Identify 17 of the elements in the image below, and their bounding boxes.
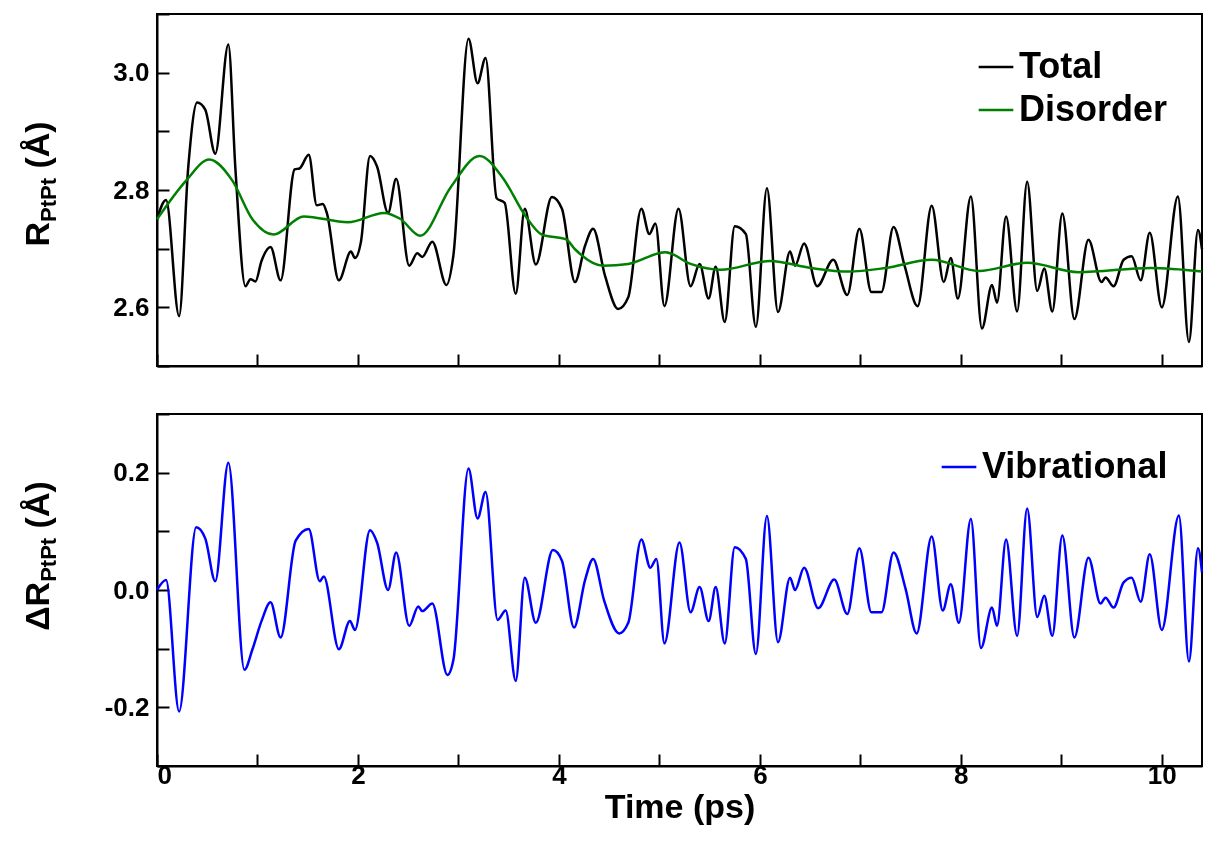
legend-label: Vibrational: [982, 445, 1168, 486]
x-tick-label: 6: [753, 759, 768, 790]
legend-label: Disorder: [1019, 88, 1168, 129]
y-tick-label: 0.0: [113, 574, 150, 605]
y-tick-label: 2.8: [113, 174, 150, 205]
y-tick-label: -0.2: [104, 691, 150, 722]
legend-label: Total: [1019, 45, 1103, 86]
x-tick-label: 2: [351, 759, 366, 790]
y-tick-label: 0.2: [113, 457, 150, 488]
x-tick-label: 4: [552, 759, 568, 790]
line-series: [155, 154, 1204, 274]
y-tick-label: 3.0: [113, 57, 150, 88]
x-tick-label: 10: [1147, 759, 1177, 790]
x-axis-title: Time (ps): [604, 786, 756, 825]
x-tick-label: 0: [157, 759, 172, 790]
y-tick-label: 2.6: [113, 291, 150, 322]
x-tick-label: 8: [954, 759, 969, 790]
